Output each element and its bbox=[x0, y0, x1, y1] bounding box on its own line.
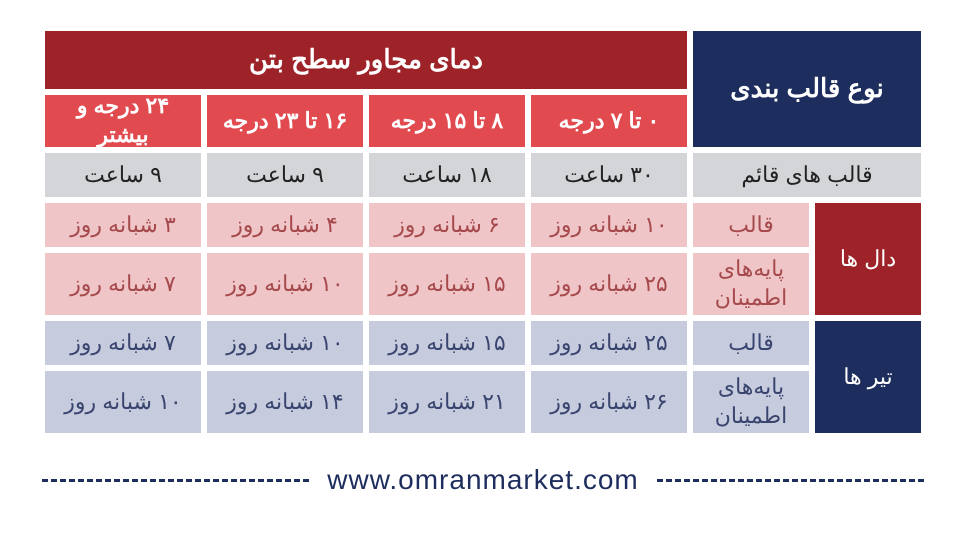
row-slabs-safety-3: ۷ شبانه روز bbox=[42, 250, 204, 318]
temp-range-3: ۲۴ درجه و بیشتر bbox=[42, 92, 204, 150]
row-slabs-safety-label: پایه‌های اطمینان bbox=[690, 250, 812, 318]
formwork-table: نوع قالب بندی دمای مجاور سطح بتن ۰ تا ۷ … bbox=[42, 28, 924, 436]
row-slabs-form-label: قالب bbox=[690, 200, 812, 250]
row-beams-safety-0: ۲۶ شبانه روز bbox=[528, 368, 690, 436]
temp-range-0: ۰ تا ۷ درجه bbox=[528, 92, 690, 150]
row-beams-form-3: ۷ شبانه روز bbox=[42, 318, 204, 368]
footer-line-right bbox=[657, 479, 924, 482]
temp-range-2: ۱۶ تا ۲۳ درجه bbox=[204, 92, 366, 150]
row-vertical-val-1: ۱۸ ساعت bbox=[366, 150, 528, 200]
footer-line-left bbox=[42, 479, 309, 482]
header-formwork-type: نوع قالب بندی bbox=[690, 28, 924, 150]
footer: www.omranmarket.com bbox=[42, 464, 924, 496]
row-beams-safety-1: ۲۱ شبانه روز bbox=[366, 368, 528, 436]
row-beams-safety-label: پایه‌های اطمینان bbox=[690, 368, 812, 436]
row-beams-form-2: ۱۰ شبانه روز bbox=[204, 318, 366, 368]
temp-range-1: ۸ تا ۱۵ درجه bbox=[366, 92, 528, 150]
row-slabs-safety-1: ۱۵ شبانه روز bbox=[366, 250, 528, 318]
row-slabs-category: دال ها bbox=[812, 200, 924, 318]
row-slabs-safety-0: ۲۵ شبانه روز bbox=[528, 250, 690, 318]
row-slabs-form-3: ۳ شبانه روز bbox=[42, 200, 204, 250]
header-temperature: دمای مجاور سطح بتن bbox=[42, 28, 690, 92]
row-beams-safety-3: ۱۰ شبانه روز bbox=[42, 368, 204, 436]
row-vertical-label: قالب های قائم bbox=[690, 150, 924, 200]
row-beams-form-0: ۲۵ شبانه روز bbox=[528, 318, 690, 368]
row-vertical-val-3: ۹ ساعت bbox=[42, 150, 204, 200]
row-vertical-val-0: ۳۰ ساعت bbox=[528, 150, 690, 200]
row-vertical-val-2: ۹ ساعت bbox=[204, 150, 366, 200]
row-slabs-form-1: ۶ شبانه روز bbox=[366, 200, 528, 250]
row-slabs-form-2: ۴ شبانه روز bbox=[204, 200, 366, 250]
row-slabs-safety-2: ۱۰ شبانه روز bbox=[204, 250, 366, 318]
row-beams-form-label: قالب bbox=[690, 318, 812, 368]
row-beams-category: تیر ها bbox=[812, 318, 924, 436]
row-beams-form-1: ۱۵ شبانه روز bbox=[366, 318, 528, 368]
row-beams-safety-2: ۱۴ شبانه روز bbox=[204, 368, 366, 436]
footer-url: www.omranmarket.com bbox=[327, 464, 639, 496]
row-slabs-form-0: ۱۰ شبانه روز bbox=[528, 200, 690, 250]
